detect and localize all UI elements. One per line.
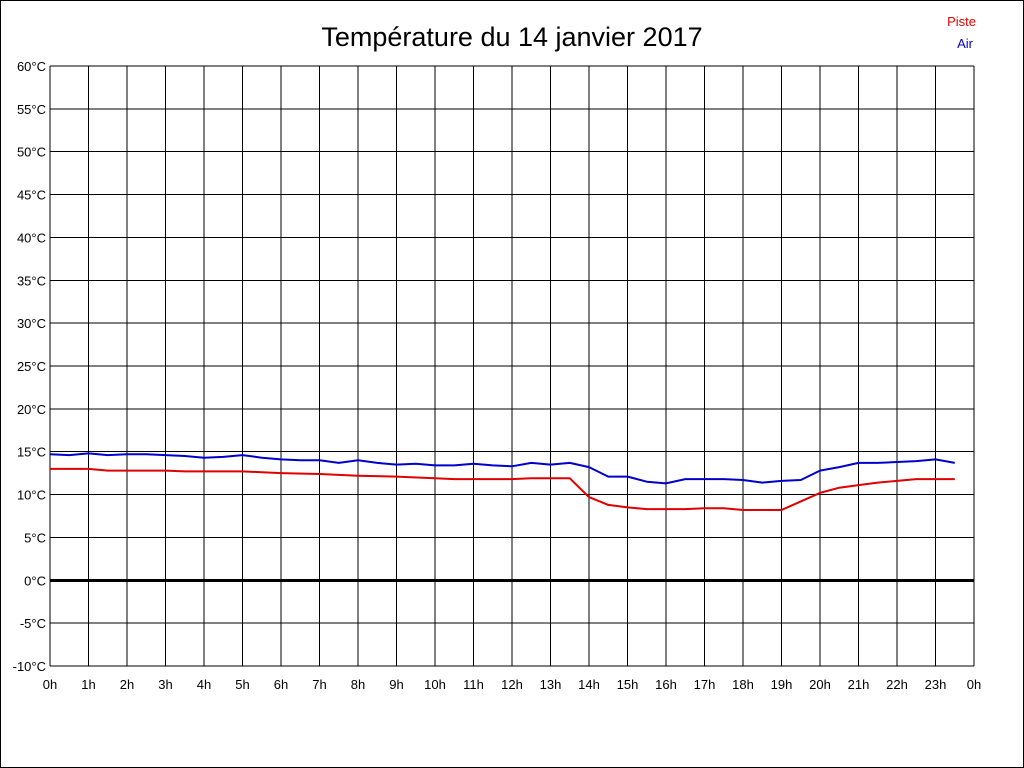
x-tick-label: 1h [81, 677, 95, 692]
y-tick-label: -10°C [13, 659, 46, 674]
series-line-air [49, 452, 955, 485]
x-tick-label: 12h [501, 677, 523, 692]
y-tick-label: 40°C [17, 230, 46, 245]
chart-title: Température du 14 janvier 2017 [321, 22, 702, 52]
y-tick-label: 25°C [17, 359, 46, 374]
y-tick-label: 0°C [24, 573, 46, 588]
y-tick-label: 55°C [17, 102, 46, 117]
y-tick-label: 15°C [17, 445, 46, 460]
x-tick-label: 8h [351, 677, 365, 692]
x-tick-label: 10h [424, 677, 446, 692]
grid [49, 65, 975, 667]
y-tick-label: 50°C [17, 145, 46, 160]
y-tick-label: 35°C [17, 273, 46, 288]
y-tick-label: 20°C [17, 402, 46, 417]
series-group [49, 452, 955, 511]
x-tick-label: 2h [120, 677, 134, 692]
legend-item-air: Air [957, 36, 974, 51]
x-tick-label: 20h [809, 677, 831, 692]
x-tick-label: 21h [848, 677, 870, 692]
x-tick-label: 18h [732, 677, 754, 692]
y-tick-label: 45°C [17, 188, 46, 203]
x-tick-label: 6h [274, 677, 288, 692]
y-tick-label: 60°C [17, 59, 46, 74]
x-tick-label: 5h [235, 677, 249, 692]
x-tick-label: 4h [197, 677, 211, 692]
x-tick-label: 13h [540, 677, 562, 692]
x-tick-label: 0h [967, 677, 981, 692]
x-tick-label: 9h [389, 677, 403, 692]
x-tick-label: 3h [158, 677, 172, 692]
y-tick-label: 10°C [17, 488, 46, 503]
x-tick-label: 7h [312, 677, 326, 692]
x-tick-label: 11h [463, 677, 484, 692]
x-tick-label: 19h [771, 677, 793, 692]
y-tick-label: 5°C [24, 530, 46, 545]
y-axis-ticks: -10°C -5°C 0°C 5°C 10°C 15°C 20°C 25°C 30°C 35°C 4… [13, 59, 46, 674]
legend-item-piste: Piste [947, 14, 976, 29]
x-tick-label: 15h [617, 677, 639, 692]
y-tick-label: -5°C [20, 616, 46, 631]
series-line-piste [50, 467, 955, 511]
x-tick-label: 23h [925, 677, 947, 692]
x-tick-label: 22h [886, 677, 908, 692]
x-axis-ticks: 0h 1h 2h 3h 4h 5h 6h 7h 8h 9h 10h 11h 12h 13h 14h 15h 16… [43, 677, 981, 692]
x-tick-label: 0h [43, 677, 57, 692]
x-tick-label: 17h [694, 677, 716, 692]
legend: Piste Air [947, 14, 976, 51]
y-tick-label: 30°C [17, 316, 46, 331]
x-tick-label: 14h [578, 677, 600, 692]
x-tick-label: 16h [655, 677, 677, 692]
